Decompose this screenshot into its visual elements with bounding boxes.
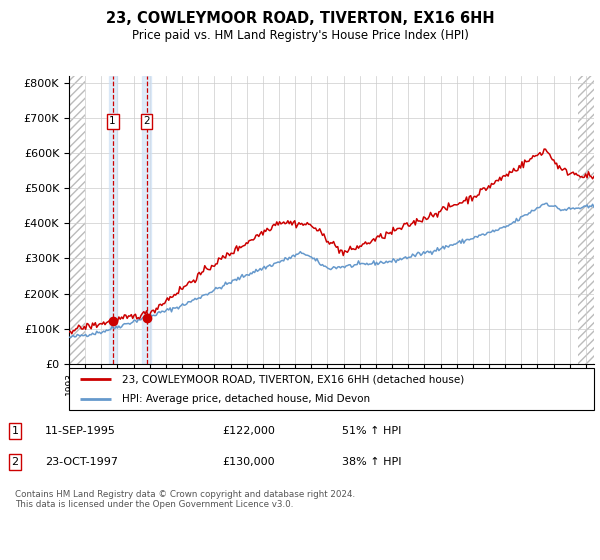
Text: 1: 1 <box>109 116 116 127</box>
Text: 11-SEP-1995: 11-SEP-1995 <box>45 426 116 436</box>
Bar <box>142 76 151 364</box>
Text: 23, COWLEYMOOR ROAD, TIVERTON, EX16 6HH: 23, COWLEYMOOR ROAD, TIVERTON, EX16 6HH <box>106 11 494 26</box>
Text: 23, COWLEYMOOR ROAD, TIVERTON, EX16 6HH (detached house): 23, COWLEYMOOR ROAD, TIVERTON, EX16 6HH … <box>121 374 464 384</box>
Text: 38% ↑ HPI: 38% ↑ HPI <box>342 457 401 467</box>
Text: £122,000: £122,000 <box>222 426 275 436</box>
Text: 51% ↑ HPI: 51% ↑ HPI <box>342 426 401 436</box>
Text: 2: 2 <box>143 116 150 127</box>
Text: 23-OCT-1997: 23-OCT-1997 <box>45 457 118 467</box>
FancyBboxPatch shape <box>69 368 594 410</box>
Bar <box>109 76 116 364</box>
Text: 2: 2 <box>11 457 19 467</box>
Text: Contains HM Land Registry data © Crown copyright and database right 2024.
This d: Contains HM Land Registry data © Crown c… <box>15 490 355 510</box>
Text: 1: 1 <box>11 426 19 436</box>
Text: £130,000: £130,000 <box>222 457 275 467</box>
Text: HPI: Average price, detached house, Mid Devon: HPI: Average price, detached house, Mid … <box>121 394 370 404</box>
Text: Price paid vs. HM Land Registry's House Price Index (HPI): Price paid vs. HM Land Registry's House … <box>131 29 469 42</box>
